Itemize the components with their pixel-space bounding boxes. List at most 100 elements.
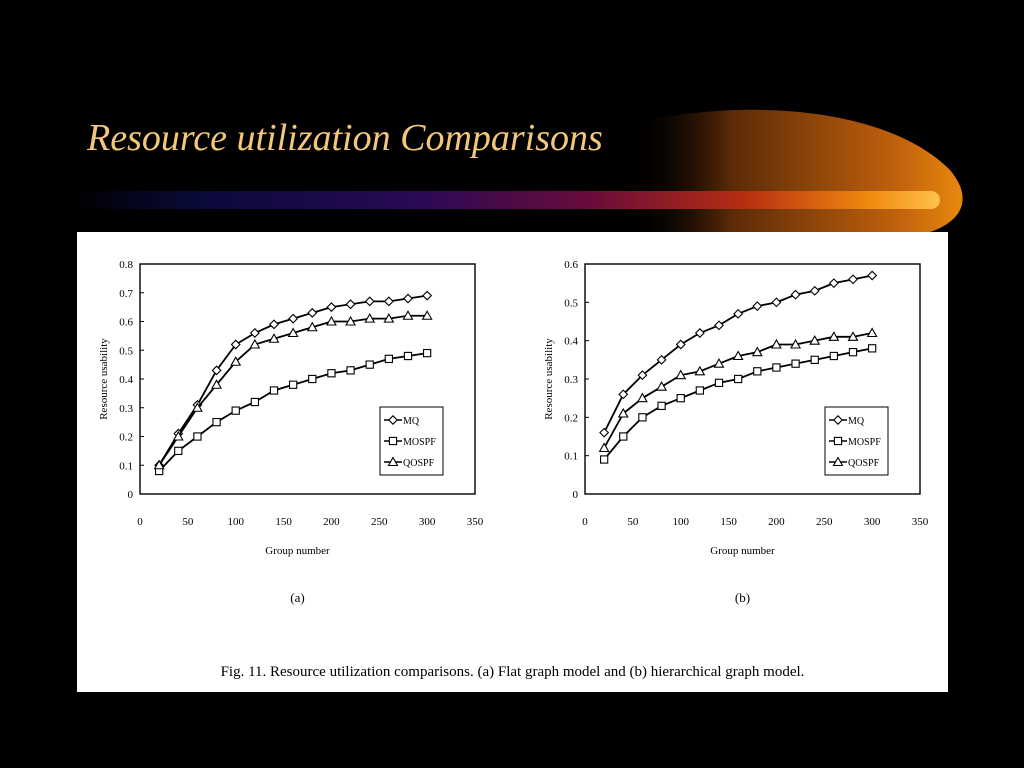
y-tick-label: 0.4 <box>119 374 133 386</box>
y-tick-label: 0.8 <box>119 259 133 271</box>
data-point-qospf <box>790 338 802 349</box>
x-tick-label: 300 <box>419 516 436 528</box>
x-tick-label: 250 <box>371 516 388 528</box>
data-point-qospf <box>153 459 165 470</box>
data-point-qospf <box>809 335 821 345</box>
data-point-mospf <box>676 394 685 403</box>
data-point-qospf <box>211 379 223 389</box>
data-point-mq <box>714 320 724 331</box>
data-point-qospf <box>828 331 840 341</box>
legend-marker <box>833 436 843 446</box>
data-point-qospf <box>732 350 744 361</box>
x-tick-label: 150 <box>275 516 292 528</box>
panel-label: (a) <box>290 590 304 605</box>
data-point-mq <box>694 328 705 338</box>
chart-b: 0 0.1 0.2 0.3 0.4 0.5 0.6 0 50 100 150 200 250 300 350… <box>543 259 929 605</box>
data-point-qospf <box>287 327 299 338</box>
data-point-mospf <box>848 348 858 357</box>
data-point-mospf <box>346 366 355 375</box>
x-tick-label: 50 <box>182 516 194 528</box>
data-point-qospf <box>598 442 610 453</box>
x-tick-label: 250 <box>816 516 833 528</box>
data-point-mospf <box>599 455 609 464</box>
data-point-mospf <box>810 355 819 364</box>
legend-marker <box>832 456 844 467</box>
data-point-mospf <box>384 354 394 364</box>
data-point-mospf <box>791 359 800 368</box>
data-point-qospf <box>866 327 878 338</box>
data-point-mq <box>364 296 375 307</box>
data-point-mq <box>269 319 279 330</box>
data-point-qospf <box>230 356 242 366</box>
legend-label: MOSPF <box>403 437 436 448</box>
data-point-qospf <box>694 365 706 376</box>
x-tick-label: 100 <box>227 516 244 528</box>
data-point-qospf <box>770 338 782 349</box>
data-point-qospf <box>636 392 648 403</box>
data-point-mq <box>752 301 763 312</box>
data-point-mospf <box>403 351 413 361</box>
data-point-mospf <box>308 374 317 384</box>
data-point-mq <box>403 293 413 304</box>
y-tick-label: 0.4 <box>564 336 578 348</box>
data-point-mospf <box>212 417 221 427</box>
data-point-qospf <box>383 313 395 323</box>
y-axis-label: Resource usability <box>98 338 110 420</box>
data-point-mospf <box>638 413 647 422</box>
y-tick-label: 0.6 <box>119 317 133 329</box>
y-tick-label: 0.1 <box>119 460 133 472</box>
x-tick-label: 0 <box>582 516 588 528</box>
y-tick-label: 0.3 <box>119 403 133 415</box>
data-point-mospf <box>733 374 743 384</box>
y-tick-label: 0.3 <box>564 374 578 386</box>
data-point-qospf <box>249 338 261 349</box>
x-tick-label: 100 <box>672 516 689 528</box>
data-point-mq <box>675 339 686 350</box>
title-swoosh-decoration <box>70 109 963 232</box>
data-point-mospf <box>695 386 705 395</box>
data-point-qospf <box>421 310 433 320</box>
data-point-mq <box>249 328 260 338</box>
figure-caption: Fig. 11. Resource utilization comparison… <box>220 664 805 680</box>
x-axis-label: Group number <box>265 545 330 557</box>
data-point-mospf <box>365 360 374 369</box>
data-point-mospf <box>657 401 666 410</box>
data-point-mospf <box>772 363 781 372</box>
data-point-mq <box>599 427 610 438</box>
data-point-mospf <box>269 386 279 395</box>
data-point-mq <box>230 339 241 350</box>
y-tick-label: 0.6 <box>564 259 578 271</box>
data-point-mq <box>345 299 356 310</box>
panel-label: (b) <box>735 590 750 605</box>
data-point-mq <box>867 270 878 281</box>
data-point-mq <box>771 297 782 308</box>
x-axis-label: Group number <box>710 545 775 557</box>
data-point-qospf <box>191 402 203 412</box>
x-tick-label: 350 <box>467 516 484 528</box>
y-tick-label: 0.7 <box>119 288 133 300</box>
y-tick-label: 0 <box>128 489 134 501</box>
y-tick-label: 0.2 <box>564 412 578 424</box>
data-point-mospf <box>829 351 839 361</box>
y-tick-label: 0.1 <box>564 451 578 463</box>
data-point-mospf <box>714 378 724 387</box>
y-tick-label: 0.2 <box>119 432 133 444</box>
data-point-mospf <box>250 397 260 407</box>
data-point-mq <box>809 285 820 296</box>
data-point-mospf <box>422 348 432 358</box>
y-tick-label: 0.5 <box>564 297 578 309</box>
data-point-qospf <box>675 369 687 380</box>
data-point-mospf <box>327 369 336 378</box>
data-point-mospf <box>231 406 240 415</box>
data-point-mospf <box>288 380 298 389</box>
data-point-mospf <box>619 432 628 441</box>
x-tick-label: 200 <box>323 516 340 528</box>
data-point-mq <box>790 289 801 300</box>
y-axis-label: Resource usability <box>543 338 555 420</box>
x-tick-label: 200 <box>768 516 785 528</box>
data-point-mospf <box>753 367 762 376</box>
data-point-mq <box>422 290 433 301</box>
gradient-bar <box>70 191 940 209</box>
legend-marker <box>387 456 399 467</box>
x-tick-label: 350 <box>912 516 929 528</box>
